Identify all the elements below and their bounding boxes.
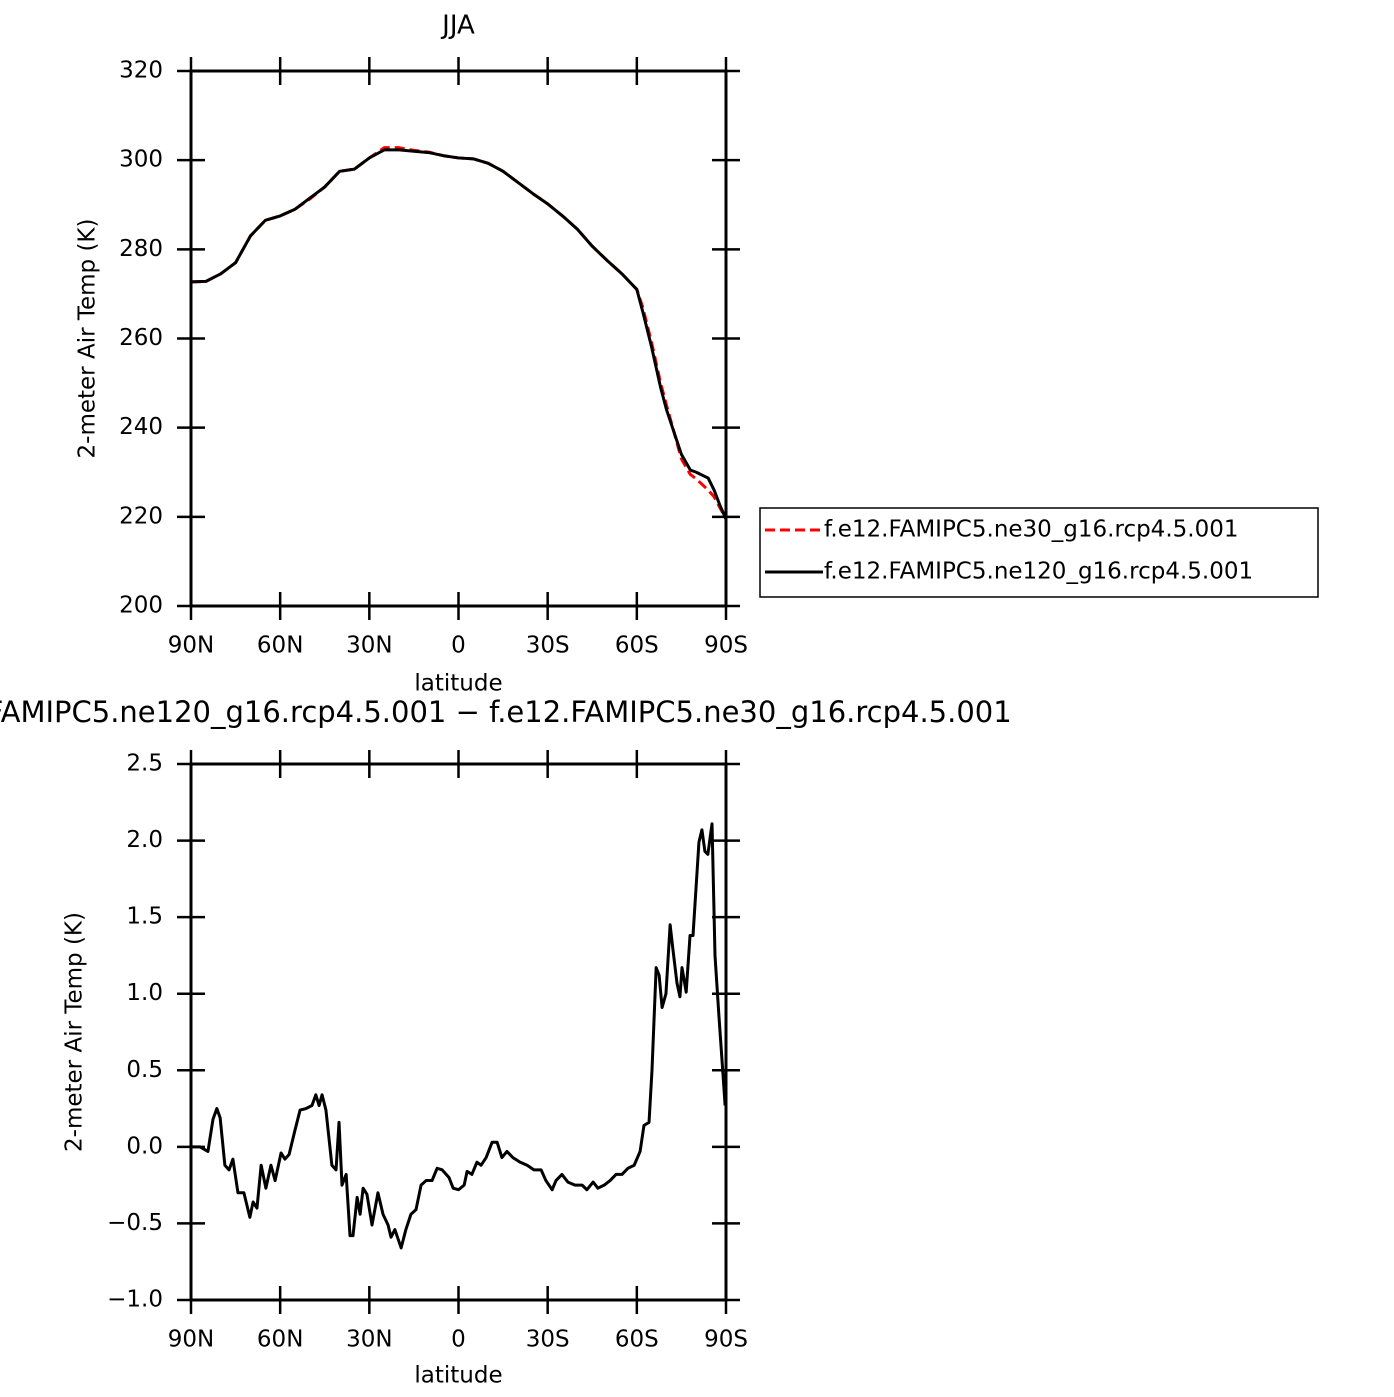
x-tick-label: 90S [704, 1327, 748, 1353]
y-tick-label: 0.5 [126, 1057, 163, 1083]
plot-frame [189, 762, 728, 1302]
x-tick-label: 30N [346, 1327, 392, 1353]
x-tick-label: 30S [526, 1327, 570, 1353]
y-tick-label: 0.0 [126, 1133, 163, 1159]
x-axis-label: latitude [414, 1363, 502, 1389]
y-tick-label: 320 [119, 58, 163, 84]
data-line [190, 148, 728, 520]
data-line [190, 146, 728, 520]
y-tick-label: 300 [119, 147, 163, 173]
legend-label: f.e12.FAMIPC5.ne120_g16.rcp4.5.001 [824, 559, 1253, 585]
y-tick-label: 2.0 [126, 827, 163, 853]
y-tick-label: 1.5 [126, 904, 163, 930]
y-tick-label: −1.0 [107, 1287, 163, 1313]
x-tick-label: 0 [451, 633, 466, 659]
x-tick-label: 60N [257, 633, 303, 659]
x-tick-label: 90S [704, 633, 748, 659]
y-tick-label: 220 [119, 503, 163, 529]
x-axis-label: latitude [414, 671, 502, 697]
plot-frame [189, 69, 728, 608]
y-tick-label: 2.5 [126, 751, 163, 777]
legend-box [759, 507, 1319, 598]
x-tick-label: 30S [526, 633, 570, 659]
chart-title: JJA [440, 11, 475, 41]
x-tick-label: 0 [451, 1327, 466, 1353]
y-tick-label: 1.0 [126, 980, 163, 1006]
x-tick-label: 60S [615, 1327, 659, 1353]
legend-label: f.e12.FAMIPC5.ne30_g16.rcp4.5.001 [824, 517, 1238, 543]
x-tick-label: 30N [346, 633, 392, 659]
y-tick-label: 200 [119, 593, 163, 619]
y-tick-label: 240 [119, 414, 163, 440]
x-tick-label: 90N [168, 1327, 214, 1353]
data-line [191, 822, 727, 1250]
y-tick-label: −0.5 [107, 1210, 163, 1236]
y-axis-label: 2-meter Air Temp (K) [75, 219, 101, 459]
x-tick-label: 90N [168, 633, 214, 659]
y-axis-label: 2-meter Air Temp (K) [62, 912, 88, 1152]
chart-title: f.e12.FAMIPC5.ne120_g16.rcp4.5.001 − f.e… [0, 695, 1012, 729]
y-tick-label: 280 [119, 236, 163, 262]
y-tick-label: 260 [119, 325, 163, 351]
x-tick-label: 60N [257, 1327, 303, 1353]
x-tick-label: 60S [615, 633, 659, 659]
